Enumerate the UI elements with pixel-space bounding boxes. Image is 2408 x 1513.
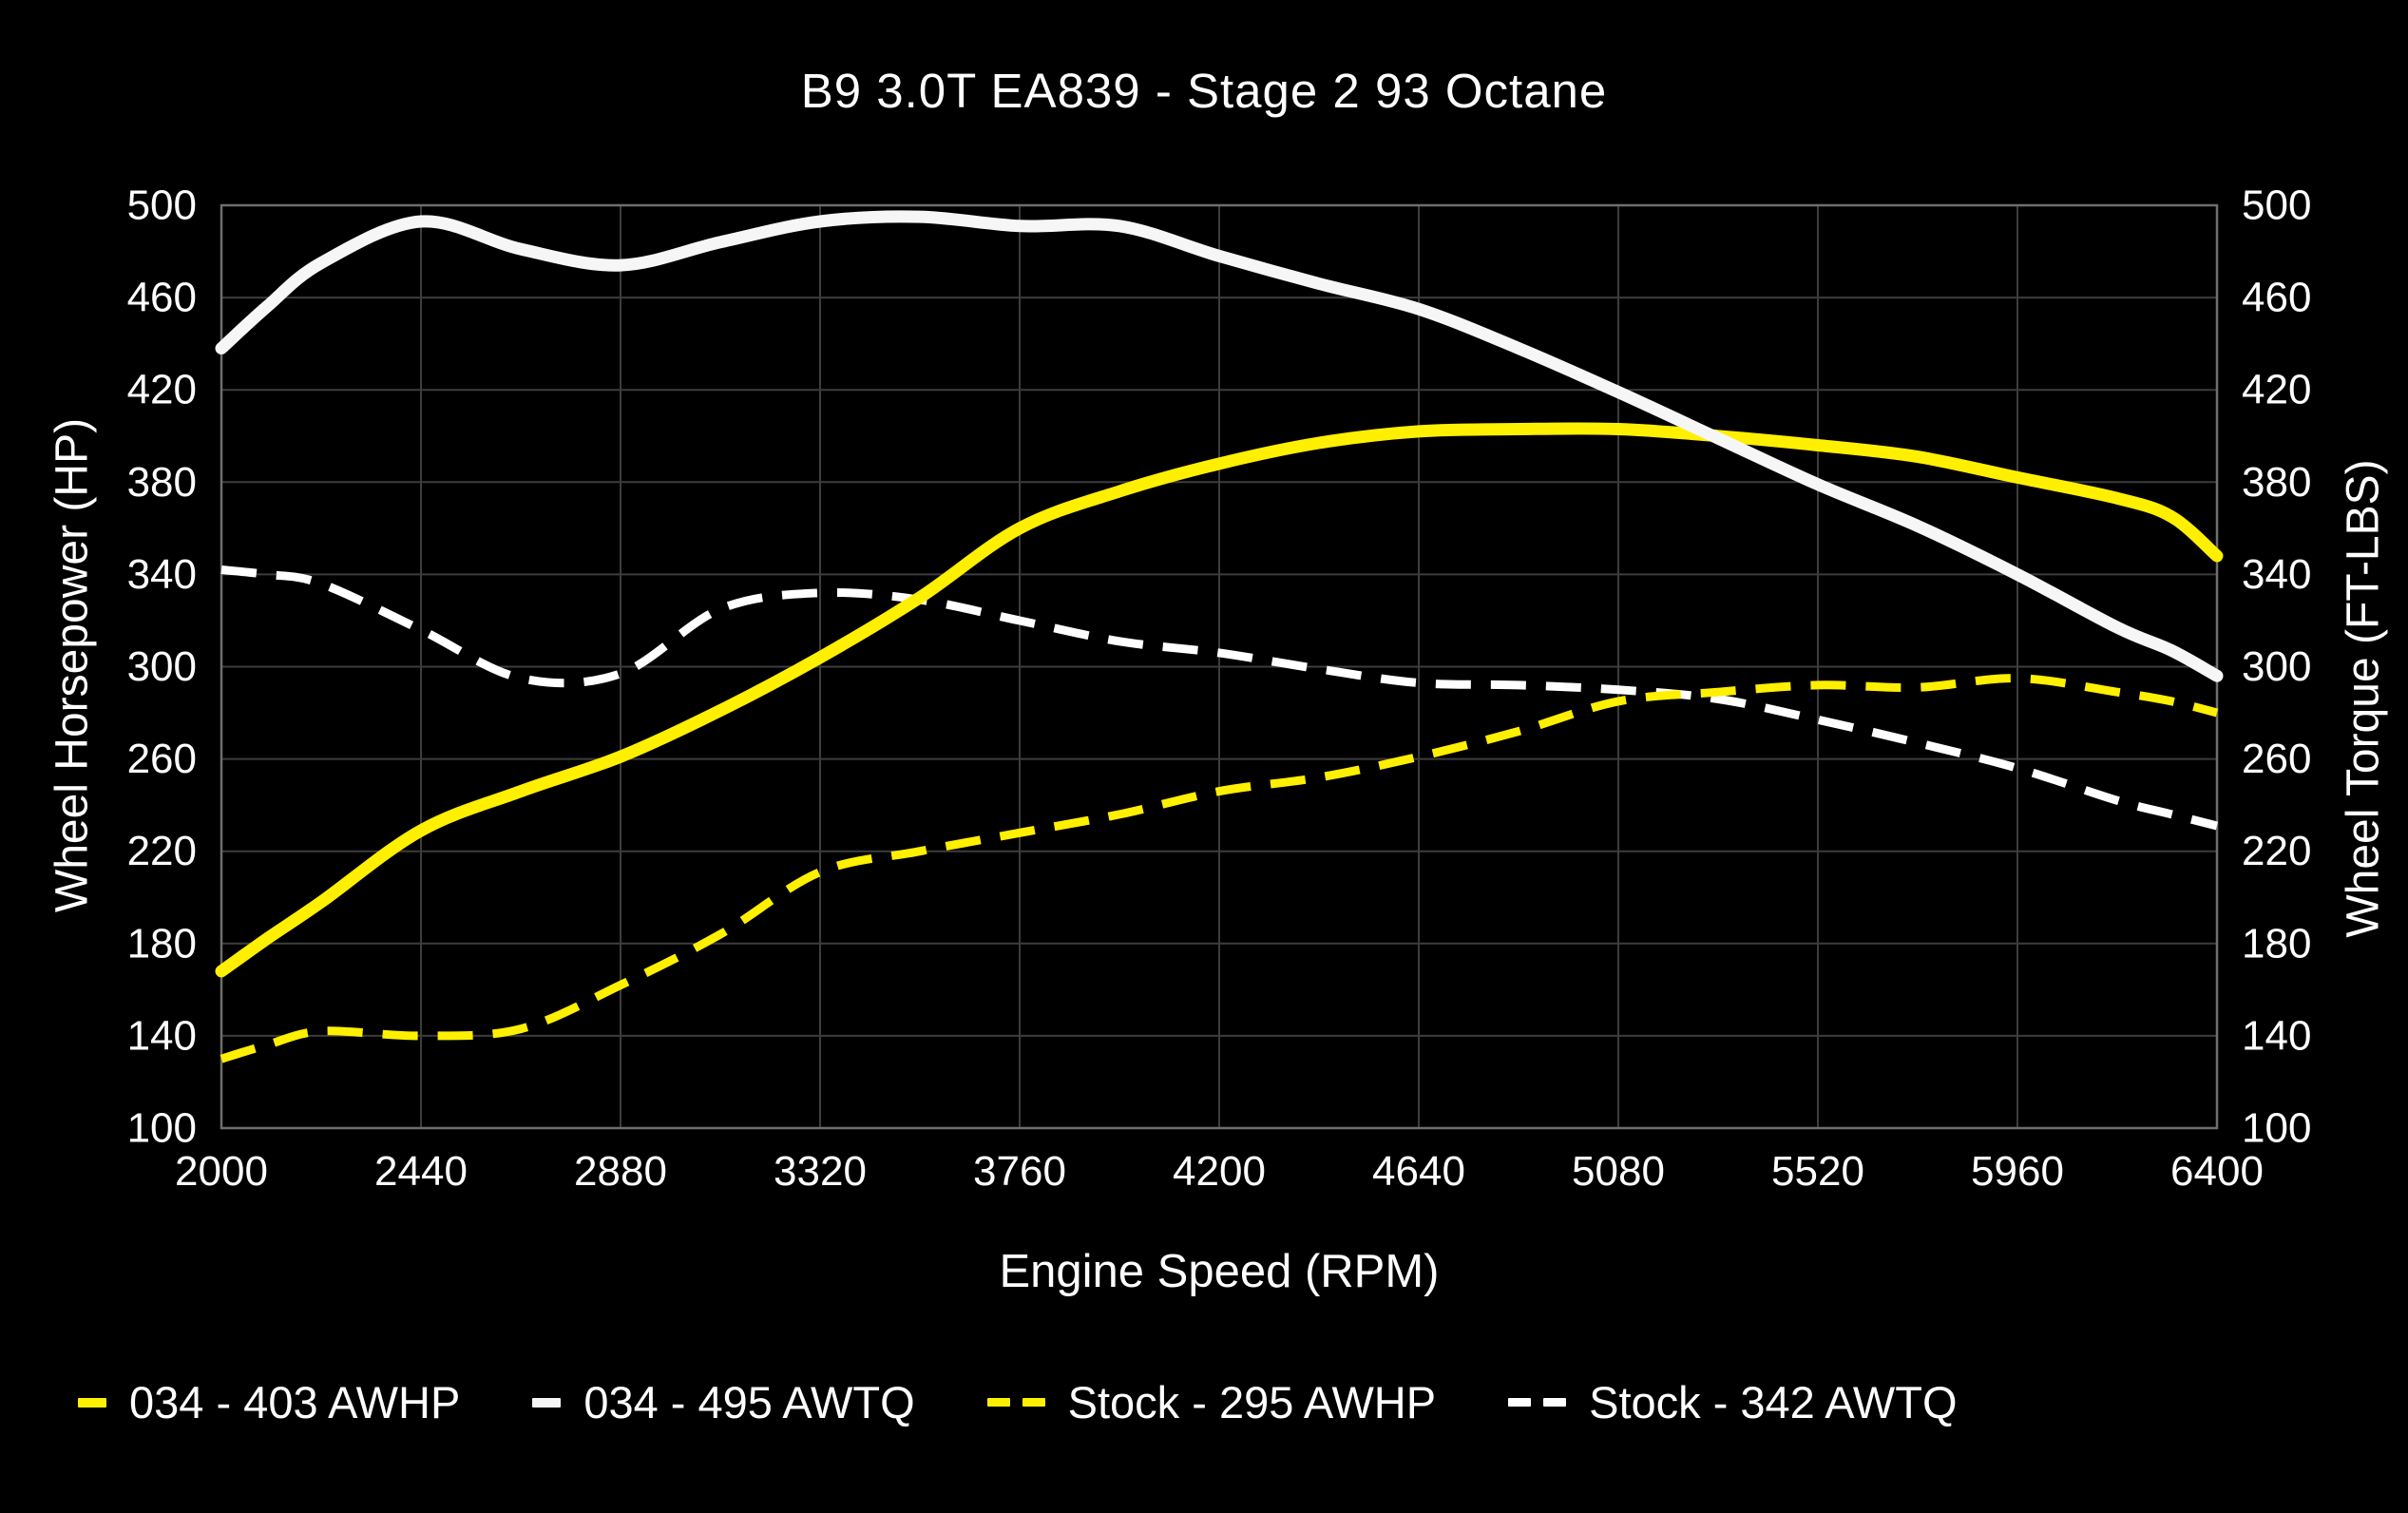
curve-stock-342-awtq [220,565,2219,831]
legend-item: 034 - 495 AWTQ [532,1376,915,1428]
legend-label: Stock - 295 AWHP [1067,1377,1437,1427]
right-y-tick-label: 220 [2242,828,2311,874]
x-tick-label: 5520 [1771,1148,1864,1195]
curve-stock-295-awhp [220,674,2219,1063]
x-tick-label: 4640 [1372,1148,1465,1195]
left-axis-title: Wheel Horsepower (HP) [47,417,98,913]
left-y-tick-label: 260 [127,736,197,782]
plot-border [220,203,2219,1130]
dashed-line-swatch [986,1398,1045,1407]
right-y-tick-label: 500 [2242,182,2311,229]
x-axis-title: Engine Speed (RPM) [999,1246,1440,1297]
right-axis-title: Wheel Torque (FT-LBS) [2338,459,2389,938]
legend-item: Stock - 295 AWHP [986,1376,1437,1428]
right-y-tick-label: 100 [2242,1105,2311,1152]
legend: 034 - 403 AWHP 034 - 495 AWTQ Stock - 295 … [78,1376,2359,1428]
curve-034-403-awhp [215,422,2224,978]
left-y-tick-label: 220 [127,828,197,874]
legend-label: 034 - 495 AWTQ [583,1377,915,1427]
solid-line-swatch [78,1397,106,1408]
legend-item: Stock - 342 AWTQ [1508,1376,1958,1428]
left-y-tick-label: 100 [127,1105,197,1152]
left-y-tick-label: 460 [127,275,197,321]
right-y-tick-label: 140 [2242,1012,2311,1059]
left-y-tick-label: 420 [127,367,197,413]
left-y-tick-label: 180 [127,920,197,967]
right-y-tick-label: 460 [2242,275,2311,321]
chart-title: B9 3.0T EA839 - Stage 2 93 Octane [800,64,1608,118]
x-tick-label: 5960 [1971,1148,2064,1195]
legend-label: Stock - 342 AWTQ [1589,1377,1958,1427]
left-y-tick-label: 500 [127,182,197,229]
x-tick-label: 4200 [1173,1148,1266,1195]
legend-label: 034 - 403 AWHP [129,1377,461,1427]
x-tick-label: 2000 [175,1148,268,1195]
right-y-tick-label: 300 [2242,643,2311,690]
x-tick-label: 2880 [574,1148,667,1195]
dashed-line-swatch [1508,1398,1567,1407]
left-y-tick-label: 140 [127,1012,197,1059]
x-tick-label: 3760 [973,1148,1066,1195]
right-y-tick-label: 260 [2242,736,2311,782]
right-y-tick-label: 420 [2242,367,2311,413]
left-y-tick-label: 300 [127,643,197,690]
solid-line-swatch [532,1397,562,1408]
legend-item: 034 - 403 AWHP [78,1376,460,1428]
x-tick-label: 5080 [1572,1148,1665,1195]
x-tick-label: 2440 [374,1148,468,1195]
right-y-tick-label: 380 [2242,459,2311,506]
x-tick-label: 3320 [774,1148,867,1195]
left-y-tick-label: 340 [127,551,197,598]
curve-034-495-awtq [215,210,2224,682]
right-y-tick-label: 340 [2242,551,2311,598]
right-y-tick-label: 180 [2242,920,2311,967]
x-tick-label: 6400 [2170,1148,2264,1195]
left-y-tick-label: 380 [127,459,197,506]
